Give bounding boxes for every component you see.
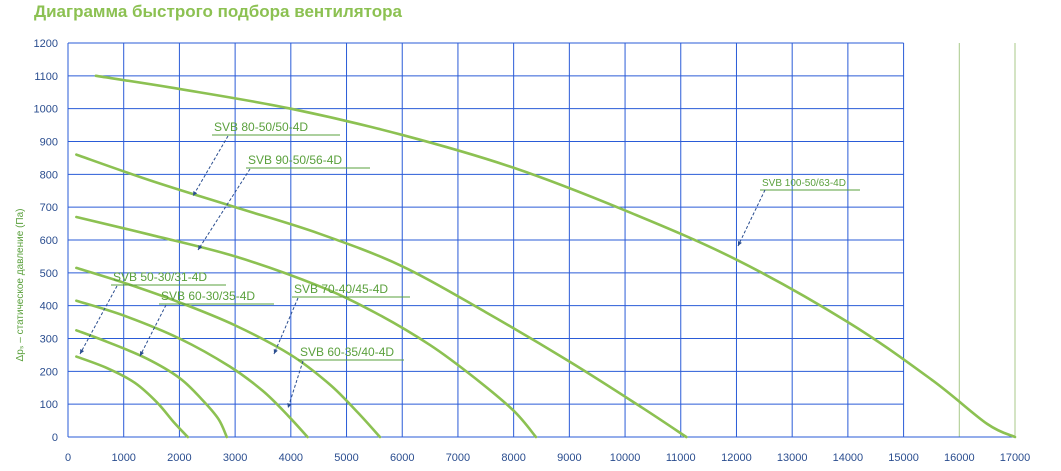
- y-tick-label: 500: [40, 268, 58, 280]
- y-tick-label: 600: [40, 235, 58, 247]
- label-leader: [139, 304, 167, 357]
- y-tick-label: 1200: [34, 38, 58, 50]
- y-tick-label: 1000: [34, 104, 58, 116]
- axis-ticks: 0 1000 2000 3000 4000 5000 6000 7000 8000 9000 100…: [34, 38, 1031, 464]
- curve-label: SVB 90-50/56-4D: [248, 153, 342, 167]
- chart-title: Диаграмма быстрого подбора вентилятора: [34, 2, 403, 21]
- curves: [75, 74, 1017, 439]
- label-leader: [79, 285, 118, 355]
- series-curve: [75, 153, 688, 439]
- label-arrowhead: [193, 191, 198, 196]
- x-tick-label: 11000: [666, 452, 696, 464]
- x-tick-label: 12000: [721, 452, 752, 464]
- series-curve: [75, 215, 538, 439]
- curve-label: SVB 60-30/35-4D: [161, 289, 255, 303]
- curve-label: SVB 70-40/45-4D: [294, 282, 388, 296]
- y-tick-label: 700: [40, 202, 58, 214]
- y-tick-label: 800: [40, 169, 58, 181]
- x-tick-label: 2000: [167, 452, 191, 464]
- x-tick-label: 5000: [334, 452, 358, 464]
- y-tick-label: 1100: [34, 71, 58, 83]
- curve-labels: SVB 80-50/50-4D SVB 90-50/56-4D SVB 50-30/…: [79, 120, 860, 409]
- x-tick-label: 3000: [223, 452, 247, 464]
- series-curve: [75, 328, 229, 439]
- y-tick-label: 400: [40, 301, 58, 313]
- x-tick-label: 4000: [279, 452, 303, 464]
- x-tick-label: 16000: [944, 452, 975, 464]
- y-tick-label: 100: [40, 399, 58, 411]
- curve-label: SVB 100-50/63-4D: [762, 178, 846, 189]
- x-tick-label: 1000: [111, 452, 135, 464]
- series-curve: [75, 355, 190, 439]
- grid: [67, 42, 1016, 438]
- y-tick-label: 300: [40, 334, 58, 346]
- curve-label: SVB 60-35/40-4D: [300, 345, 394, 359]
- x-tick-label: 15000: [888, 452, 919, 464]
- label-leader: [197, 168, 251, 251]
- label-leader: [737, 189, 766, 247]
- label-arrowhead: [198, 245, 203, 250]
- y-tick-label: 0: [52, 432, 58, 444]
- label-arrowhead: [273, 349, 278, 354]
- series-curve: [75, 266, 382, 439]
- x-tick-label: 14000: [833, 452, 864, 464]
- series-curve: [75, 299, 309, 439]
- x-tick-label: 7000: [446, 452, 470, 464]
- x-tick-label: 9000: [557, 452, 581, 464]
- y-tick-label: 900: [40, 137, 58, 149]
- series-curve: [94, 74, 1017, 439]
- x-tick-label: 17000: [1000, 452, 1031, 464]
- label-leader: [287, 360, 304, 409]
- x-tick-label: 0: [65, 452, 71, 464]
- x-tick-label: 6000: [390, 452, 414, 464]
- y-tick-label: 200: [40, 366, 58, 378]
- y-axis-label: Δpₛ – статическое давление (Па): [15, 209, 26, 362]
- label-arrowhead: [140, 351, 144, 356]
- label-arrowhead: [80, 349, 85, 354]
- label-leader: [192, 135, 229, 197]
- label-leader: [273, 297, 299, 355]
- label-arrowhead: [287, 403, 292, 408]
- x-tick-label: 8000: [501, 452, 525, 464]
- label-arrowhead: [737, 241, 742, 246]
- curve-label: SVB 50-30/31-4D: [113, 270, 207, 284]
- x-tick-label: 10000: [610, 452, 641, 464]
- x-tick-label: 13000: [777, 452, 808, 464]
- curve-label: SVB 80-50/50-4D: [214, 120, 308, 134]
